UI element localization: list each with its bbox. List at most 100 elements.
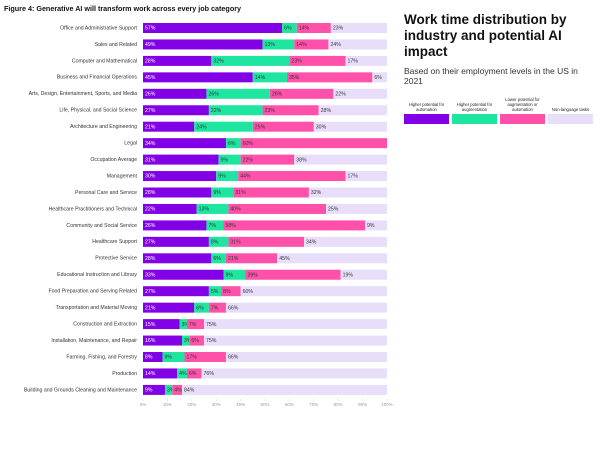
value-label: 14% xyxy=(145,371,156,377)
bar-segment xyxy=(186,368,202,379)
value-label: 28% xyxy=(145,256,156,262)
bar-segment xyxy=(223,220,366,231)
bar-segment xyxy=(182,384,387,395)
category-label: Management xyxy=(107,173,138,179)
value-label: 17% xyxy=(186,355,197,361)
value-label: 31% xyxy=(230,240,241,246)
value-label: 23% xyxy=(291,59,302,65)
bar-segment xyxy=(211,187,234,198)
value-label: 45% xyxy=(145,75,156,81)
bar-segment xyxy=(143,236,209,247)
category-label: Life, Physical, and Social Science xyxy=(59,108,137,114)
side-title: Work time distribution by industry and p… xyxy=(404,12,567,59)
x-tick-label: 50% xyxy=(260,402,269,407)
bar-segment xyxy=(262,105,319,116)
x-tick-label: 100% xyxy=(381,402,393,407)
bar-segment xyxy=(228,203,326,214)
chart: Figure 4: Generative AI will transform w… xyxy=(4,4,393,407)
value-label: 28% xyxy=(321,108,332,114)
bar-segment xyxy=(164,384,173,395)
value-label: 25% xyxy=(255,124,266,130)
value-label: 26% xyxy=(145,91,156,97)
value-label: 60% xyxy=(243,289,254,295)
bar-segment xyxy=(340,269,387,280)
category-label: Arts, Design, Entertainment, Sports, and… xyxy=(29,91,138,97)
bar-segment xyxy=(143,105,209,116)
bar-segment xyxy=(204,335,387,346)
value-label: 14% xyxy=(255,75,266,81)
legend-item: Lower potential for augmentation or auto… xyxy=(500,97,545,124)
legend-label: Lower potential for augmentation or auto… xyxy=(505,97,540,112)
category-label: Occupation Average xyxy=(90,157,137,163)
value-label: 60% xyxy=(243,141,254,147)
bar-segment xyxy=(162,352,185,362)
bar-segment xyxy=(143,171,217,182)
value-label: 9% xyxy=(145,388,153,394)
bar-segment xyxy=(223,269,246,280)
bar-segment xyxy=(211,253,226,264)
bar-segment xyxy=(184,352,226,362)
bar-segment xyxy=(143,352,163,362)
bar-segment xyxy=(143,335,183,346)
value-label: 76% xyxy=(204,371,215,377)
bar-segment xyxy=(206,88,270,99)
value-label: 21% xyxy=(145,124,156,130)
category-label: Building and Grounds Cleaning and Mainte… xyxy=(24,387,137,393)
bar-segment xyxy=(269,88,334,99)
value-label: 14% xyxy=(299,26,310,32)
bar-segment xyxy=(345,171,387,182)
value-label: 16% xyxy=(145,338,156,344)
bar-segment xyxy=(208,105,263,116)
bar-segment xyxy=(286,72,373,83)
value-label: 3% xyxy=(184,338,192,344)
bar-segment xyxy=(143,319,180,330)
bar-segment xyxy=(328,39,387,50)
bar-segment xyxy=(143,121,195,132)
bar-segment xyxy=(177,368,187,379)
value-label: 40% xyxy=(230,207,241,213)
value-label: 6% xyxy=(189,371,197,377)
value-label: 57% xyxy=(145,26,156,32)
bar-segment xyxy=(252,121,314,132)
value-label: 13% xyxy=(199,207,210,213)
bar-segment xyxy=(218,154,241,165)
bar-segment xyxy=(216,171,239,182)
bar-segment xyxy=(296,23,331,33)
bar-segment xyxy=(238,171,346,182)
bar-segment xyxy=(143,302,195,313)
x-tick-label: 20% xyxy=(187,402,196,407)
bar-segment xyxy=(252,72,287,83)
value-label: 9% xyxy=(165,355,173,361)
category-label: Farming, Fishing, and Forestry xyxy=(66,354,137,360)
bar-segment xyxy=(143,203,197,214)
value-label: 22% xyxy=(211,108,222,114)
legend-label: Higher potential for automation xyxy=(408,102,445,112)
legend: Higher potential for automation Higher po… xyxy=(404,97,594,124)
bar-segment xyxy=(333,88,387,99)
bar-segment xyxy=(204,319,387,330)
value-label: 9% xyxy=(218,174,226,180)
bar-segment xyxy=(143,220,207,231)
x-tick-label: 0% xyxy=(140,402,147,407)
legend-swatch xyxy=(500,114,545,124)
bar-segment xyxy=(143,384,165,395)
value-label: 9% xyxy=(367,223,375,229)
category-label: Office and Administrative Support xyxy=(60,25,137,31)
value-label: 8% xyxy=(145,355,153,361)
bar-segment xyxy=(294,154,387,165)
category-label: Healthcare Support xyxy=(92,239,137,245)
bar-segment xyxy=(143,269,224,280)
value-label: 3% xyxy=(167,388,175,394)
value-label: 17% xyxy=(348,59,359,65)
value-label: 24% xyxy=(330,42,341,48)
bar-segment xyxy=(225,302,387,313)
bar-segment xyxy=(326,203,387,214)
value-label: 26% xyxy=(272,91,283,97)
value-label: 9% xyxy=(213,190,221,196)
value-label: 84% xyxy=(184,388,195,394)
category-label: Legal xyxy=(124,141,137,147)
value-label: 38% xyxy=(296,157,307,163)
bar-segment xyxy=(228,236,305,247)
x-tick-label: 90% xyxy=(358,402,367,407)
value-label: 24% xyxy=(196,124,207,130)
